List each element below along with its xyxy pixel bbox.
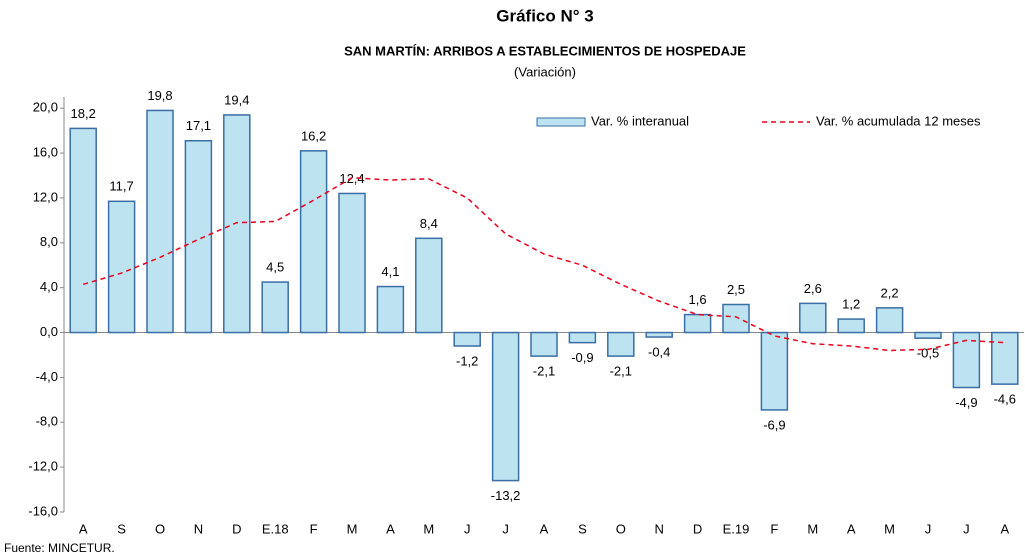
legend-label: Var. % interanual: [591, 113, 689, 128]
data-label: 19,8: [147, 88, 172, 103]
bar: [299, 150, 328, 334]
data-label: 1,2: [842, 297, 860, 312]
x-tick-label: M: [423, 521, 434, 536]
x-tick-label: N: [655, 521, 664, 536]
data-label: -1,2: [456, 353, 478, 368]
bar: [991, 331, 1019, 385]
y-tick-label: -8,0: [36, 414, 58, 429]
line: [82, 176, 1005, 352]
data-label: -0,9: [571, 350, 593, 365]
bar: [338, 192, 366, 334]
bar: [645, 331, 673, 338]
bar: [568, 331, 597, 344]
data-label: -4,9: [955, 395, 977, 410]
data-label: -0,5: [917, 346, 939, 361]
y-tick-label: 0,0: [40, 324, 58, 339]
y-tick-label: 12,0: [33, 189, 58, 204]
y-tick-label: -4,0: [36, 369, 58, 384]
x-tick-label: S: [117, 521, 126, 536]
x-tick-label: F: [310, 521, 318, 536]
bar: [453, 331, 481, 347]
bar: [799, 302, 827, 334]
bar: [223, 114, 251, 334]
bar: [837, 318, 865, 334]
data-label: 2,2: [881, 285, 899, 300]
x-tick-label: O: [155, 521, 165, 536]
data-label: 17,1: [186, 118, 211, 133]
data-label: -13,2: [491, 488, 521, 503]
y-tick-label: 8,0: [40, 234, 58, 249]
x-tick-label: S: [578, 521, 587, 536]
data-label: 19,4: [224, 92, 249, 107]
x-tick-label: M: [347, 521, 358, 536]
data-label: 18,2: [71, 106, 96, 121]
bar: [491, 331, 520, 482]
x-tick-label: J: [963, 521, 970, 536]
y-tick-label: 20,0: [33, 100, 58, 115]
bar: [146, 109, 174, 334]
data-label: 16,2: [301, 128, 326, 143]
bar: [760, 331, 789, 411]
bar: [722, 303, 750, 334]
x-tick-label: J: [925, 521, 932, 536]
y-tick-label: 16,0: [33, 145, 58, 160]
x-tick-label: M: [884, 521, 895, 536]
x-tick-label: A: [386, 521, 395, 536]
data-label: -0,4: [648, 344, 670, 359]
bar: [530, 331, 558, 357]
bar: [69, 127, 97, 334]
bar: [875, 307, 904, 334]
data-label: 2,6: [804, 281, 822, 296]
x-tick-label: D: [693, 521, 702, 536]
y-tick-label: 4,0: [40, 279, 58, 294]
data-label: 4,5: [266, 260, 284, 275]
data-label: -2,1: [533, 364, 555, 379]
x-tick-label: A: [847, 521, 856, 536]
bar: [184, 139, 213, 334]
data-label: -2,1: [610, 364, 632, 379]
x-tick-label: E.18: [262, 521, 289, 536]
y-tick-label: -12,0: [28, 459, 58, 474]
bar: [261, 281, 289, 334]
data-label: -6,9: [763, 417, 785, 432]
chart-subtitle: SAN MARTÍN: ARRIBOS A ESTABLECIMIENTOS D…: [344, 43, 746, 58]
data-label: 11,7: [109, 179, 133, 194]
data-label: 8,4: [420, 216, 438, 231]
bar: [415, 237, 443, 334]
legend-swatch: [536, 117, 586, 127]
chart-title: Gráfico N° 3: [496, 6, 594, 25]
data-label: -4,6: [994, 392, 1016, 407]
data-label: 2,5: [727, 282, 745, 297]
source: Fuente: MINCETUR.: [4, 541, 115, 555]
x-tick-label: A: [1000, 521, 1009, 536]
x-tick-label: J: [464, 521, 471, 536]
x-tick-label: A: [540, 521, 549, 536]
chart-subtitle: (Variación): [514, 64, 576, 79]
x-tick-label: D: [232, 521, 241, 536]
bar: [914, 331, 942, 339]
legend-label: Var. % acumulada 12 meses: [816, 113, 981, 128]
x-tick-label: O: [616, 521, 626, 536]
x-tick-label: F: [770, 521, 778, 536]
y-tick-label: -16,0: [28, 503, 58, 518]
data-label: 1,6: [689, 292, 707, 307]
x-tick-label: N: [194, 521, 203, 536]
bar: [607, 331, 635, 357]
bar: [683, 313, 712, 334]
data-label: 4,1: [381, 264, 399, 279]
x-tick-label: E.19: [723, 521, 750, 536]
x-tick-label: A: [79, 521, 88, 536]
x-tick-label: M: [807, 521, 818, 536]
bar: [107, 200, 136, 334]
x-tick-label: J: [502, 521, 509, 536]
bar: [376, 285, 405, 334]
